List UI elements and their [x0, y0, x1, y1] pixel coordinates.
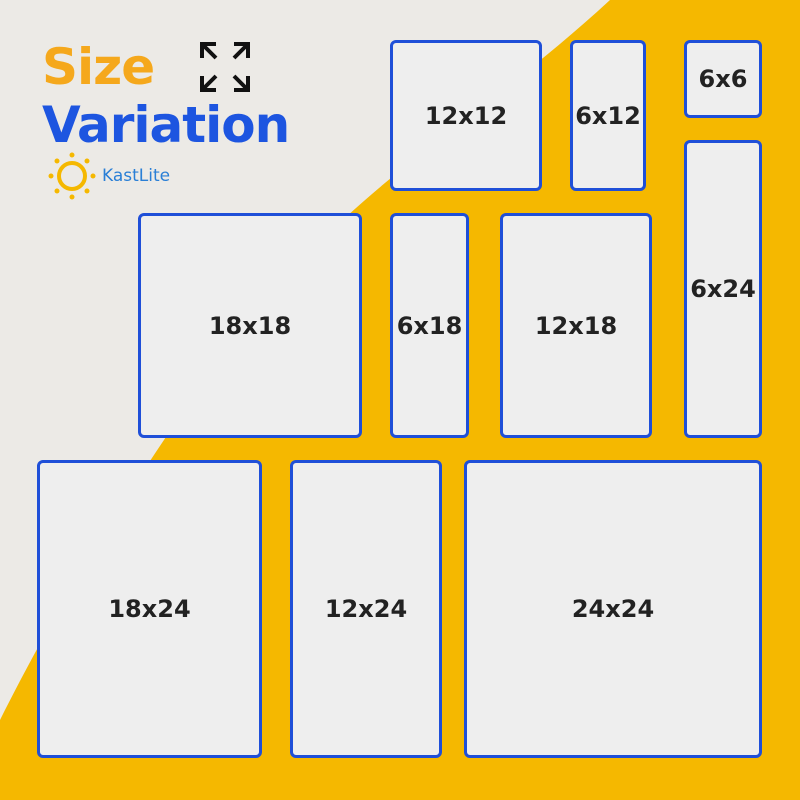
brand-name: KastLite [102, 166, 171, 186]
panel-12x12: 12x12 [390, 40, 542, 191]
panel-12x24: 12x24 [290, 460, 442, 758]
expand-arrows-icon [200, 42, 250, 92]
brand-logo: KastLite [48, 152, 170, 200]
panel-6x18: 6x18 [390, 213, 469, 438]
panel-6x24: 6x24 [684, 140, 762, 438]
sun-logo-icon [48, 152, 96, 200]
panel-12x18: 12x18 [500, 213, 652, 438]
heading-variation: Variation [42, 96, 290, 154]
panel-18x24: 18x24 [37, 460, 262, 758]
panel-24x24: 24x24 [464, 460, 762, 758]
panel-6x6: 6x6 [684, 40, 762, 118]
panel-6x12: 6x12 [570, 40, 646, 191]
panel-18x18: 18x18 [138, 213, 362, 438]
heading-size: Size [42, 38, 155, 96]
